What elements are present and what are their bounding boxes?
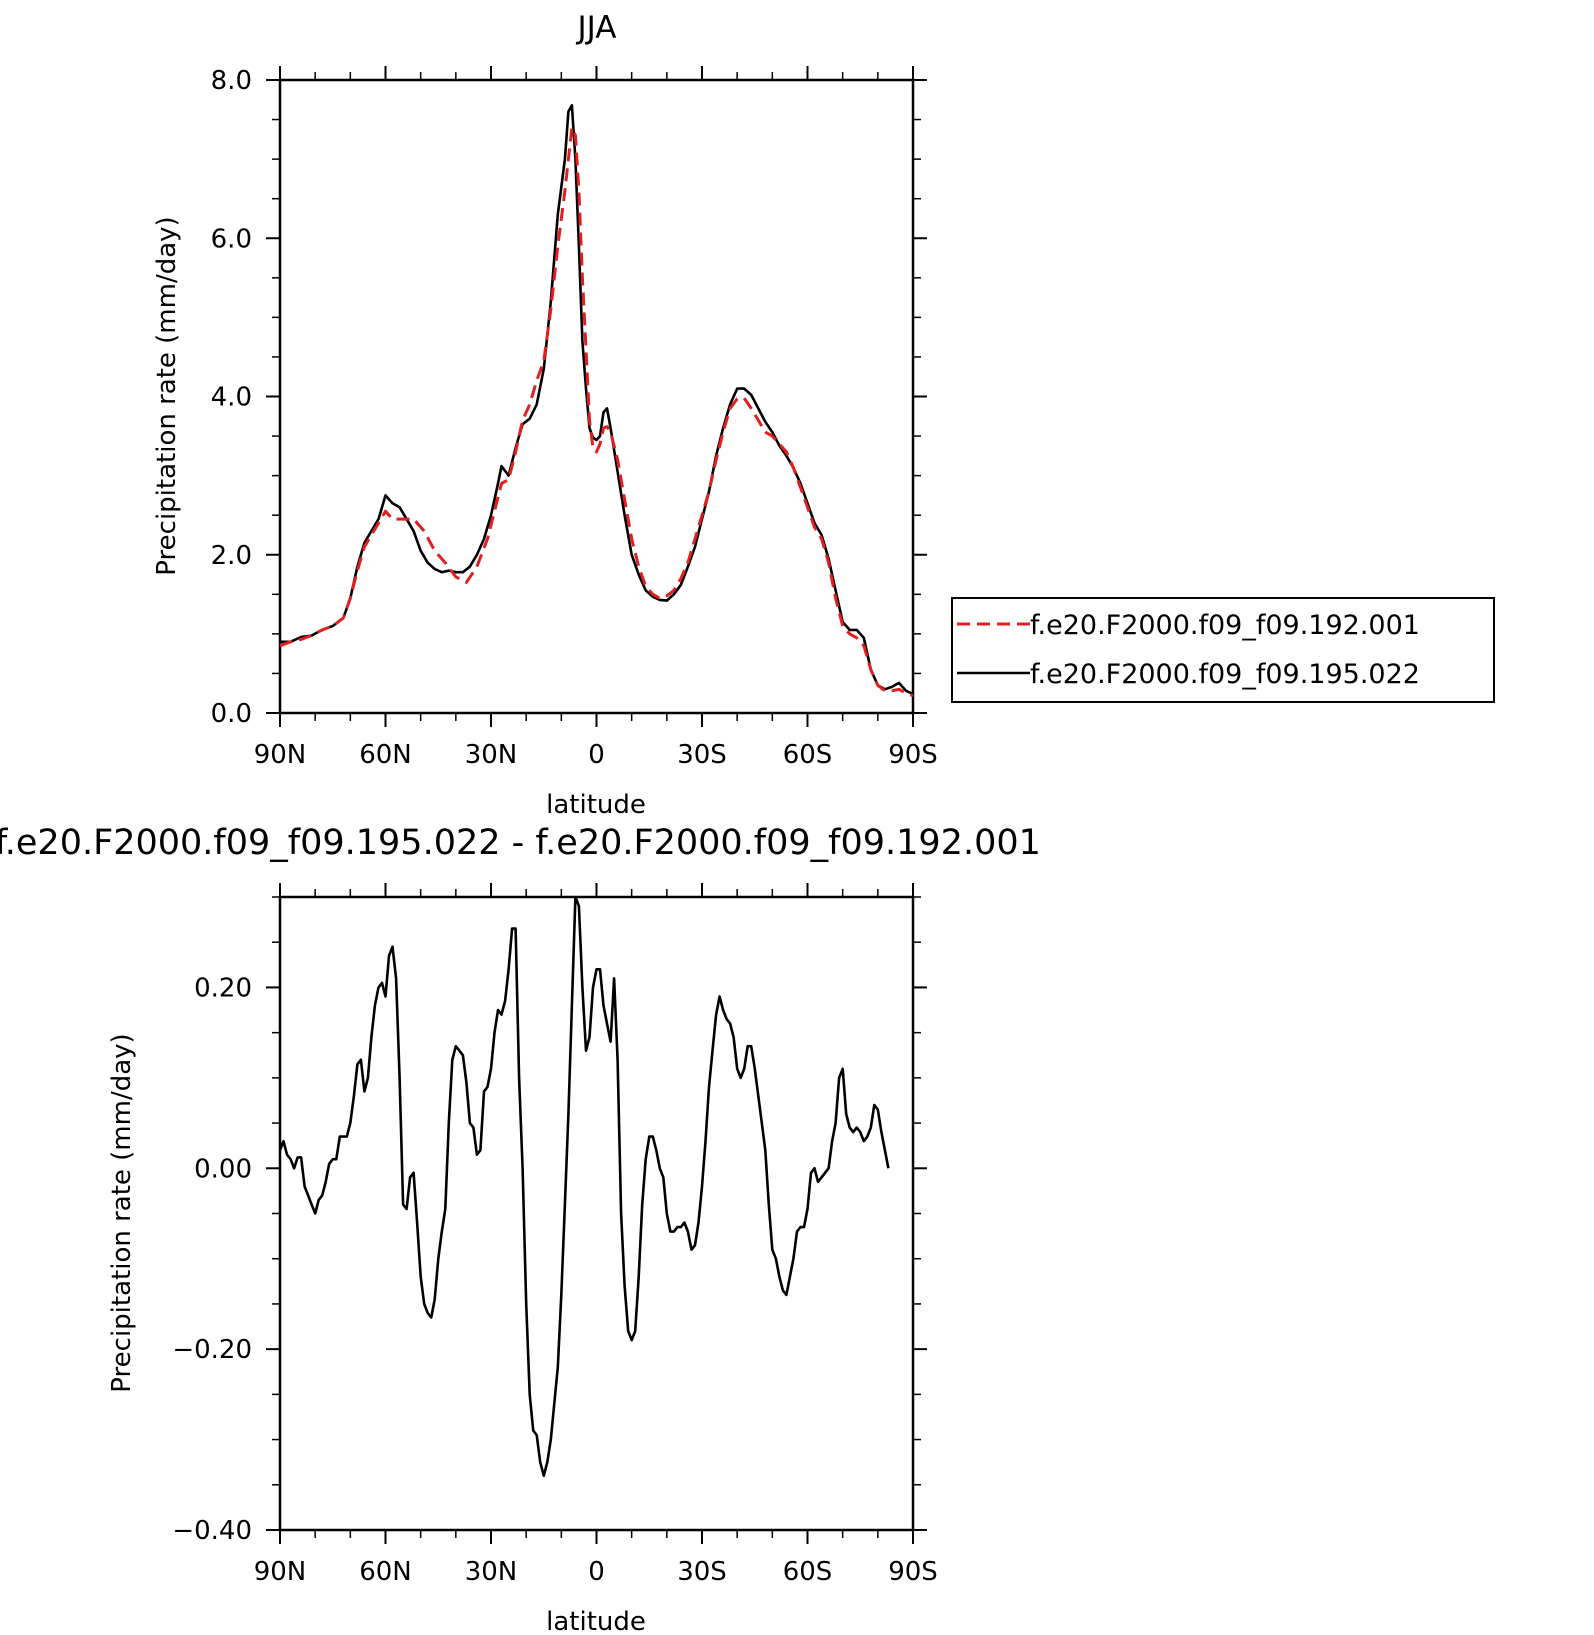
- y-tick-label: −0.40: [172, 1516, 252, 1546]
- series-line-0: [279, 126, 914, 698]
- y-tick-label: 4.0: [211, 383, 252, 413]
- series-line-0: [278, 895, 890, 1477]
- x-tick-label: 60S: [783, 740, 833, 770]
- chart-title: JJA: [576, 10, 617, 46]
- y-tick-label: 6.0: [211, 224, 252, 254]
- x-tick-label: 0: [588, 1557, 605, 1587]
- x-tick-label: 90N: [254, 1557, 307, 1587]
- y-tick-label: 0.00: [194, 1154, 252, 1184]
- x-tick-label: 60N: [359, 740, 412, 770]
- y-tick-label: 0.20: [194, 973, 252, 1003]
- axis-ticks: 90N 60N 30N 0 30S 60S 90S −0.40 −0.20 0.00 0.20: [172, 883, 938, 1587]
- x-tick-label: 60S: [783, 1557, 833, 1587]
- legend-label-test: f.e20.F2000.f09_f09.195.022: [1030, 659, 1420, 690]
- y-axis-label: Precipitation rate (mm/day): [152, 216, 182, 575]
- axis-ticks: 90N 60N 30N 0 30S 60S 90S 0.0 2.0 4.0 6.0 8.0: [211, 66, 938, 770]
- plot-frame: [278, 78, 915, 715]
- x-tick-label: 90S: [888, 1557, 938, 1587]
- legend: f.e20.F2000.f09_f09.192.001 f.e20.F2000.…: [951, 597, 1495, 703]
- y-tick-label: 2.0: [211, 541, 252, 571]
- y-axis-label: Precipitation rate (mm/day): [107, 1033, 137, 1392]
- x-tick-label: 30N: [465, 740, 518, 770]
- bottom-panel: f.e20.F2000.f09_f09.195.022 - f.e20.F200…: [0, 823, 1041, 1635]
- y-tick-label: 0.0: [211, 699, 252, 729]
- x-tick-label: 90S: [888, 740, 938, 770]
- x-tick-label: 60N: [359, 1557, 412, 1587]
- series-line-1: [280, 104, 914, 696]
- x-tick-label: 30S: [677, 740, 727, 770]
- x-axis-label: latitude: [546, 1607, 646, 1635]
- series-lines: [278, 895, 890, 1477]
- legend-label-ctrl: f.e20.F2000.f09_f09.192.001: [1030, 610, 1420, 641]
- series-lines: [279, 104, 914, 698]
- x-tick-label: 30S: [677, 1557, 727, 1587]
- y-tick-label: 8.0: [211, 66, 252, 96]
- difference-title: f.e20.F2000.f09_f09.195.022 - f.e20.F200…: [0, 823, 1041, 863]
- y-tick-label: −0.20: [172, 1335, 252, 1365]
- x-tick-label: 30N: [465, 1557, 518, 1587]
- plot-frame: [278, 895, 915, 1532]
- top-panel: JJA 90N 60N 30N 0 30S 60S 90S 0.0 2.0 4.0 6.0 8.0 l…: [152, 10, 1495, 820]
- legend-box: [951, 597, 1495, 703]
- x-tick-label: 0: [588, 740, 605, 770]
- x-axis-label: latitude: [546, 790, 646, 820]
- x-tick-label: 90N: [254, 740, 307, 770]
